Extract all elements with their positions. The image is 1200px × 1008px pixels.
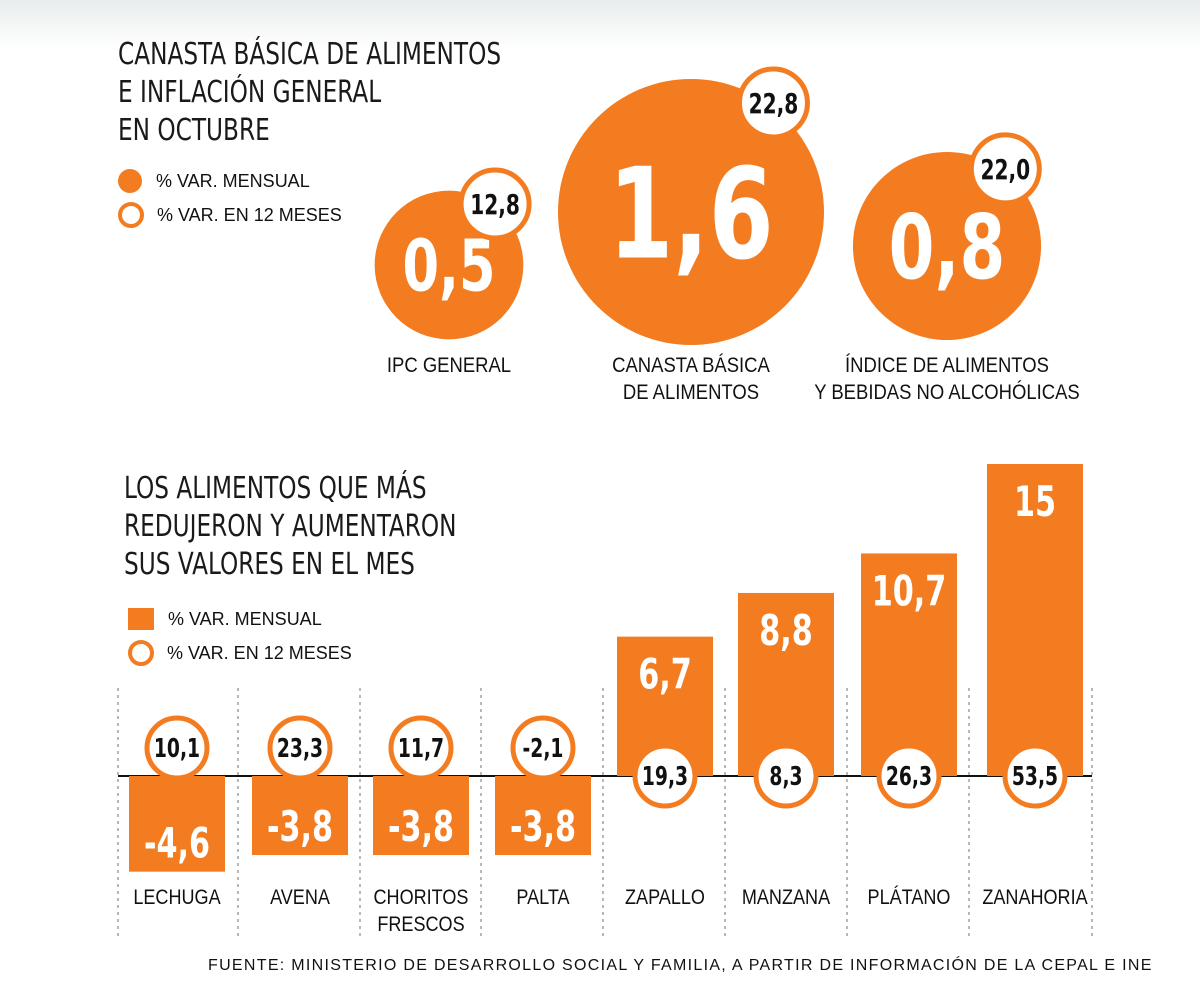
legend-item-monthly: % VAR. MENSUAL xyxy=(128,602,352,636)
bar-value-label: -3,8 xyxy=(510,802,576,851)
bar-value-label: -3,8 xyxy=(388,802,454,851)
bubble-value-label: 0,5 xyxy=(402,225,495,308)
bubble-value-label: 0,8 xyxy=(889,196,1006,299)
bar-annual-value: 10,1 xyxy=(154,734,200,764)
bar-category-label: LECHUGA xyxy=(133,886,221,910)
bubble-annual-ring xyxy=(736,66,810,140)
orange-dot-icon xyxy=(118,169,142,193)
circles-title: CANASTA BÁSICA DE ALIMENTOS E INFLACIÓN … xyxy=(118,36,501,150)
circles-title-line: E INFLACIÓN GENERAL xyxy=(118,75,382,110)
bar xyxy=(252,776,348,856)
bar-value-label: 10,7 xyxy=(872,566,947,615)
bar-category-label: ZANAHORIA xyxy=(982,886,1088,910)
bubble-annual-ring xyxy=(458,167,532,241)
bar-annual-ring xyxy=(753,743,819,809)
bar-annual-ring xyxy=(388,715,454,781)
bubble-annual-value: 12,8 xyxy=(470,188,520,221)
legend-label: % VAR. MENSUAL xyxy=(156,170,310,191)
bar xyxy=(373,776,469,856)
bar-value-label: 6,7 xyxy=(638,650,692,699)
bar-annual-ring xyxy=(632,743,698,809)
bar-category-label: ZAPALLO xyxy=(625,886,705,910)
bars-legend: % VAR. MENSUAL % VAR. EN 12 MESES xyxy=(128,602,352,670)
bar-category-label: FRESCOS xyxy=(377,913,464,937)
bar-annual-ring xyxy=(267,715,333,781)
orange-ring-icon xyxy=(128,640,154,666)
bar-annual-value: 11,7 xyxy=(398,734,444,764)
bar-annual-value: -2,1 xyxy=(523,734,564,764)
bubble-category-label: CANASTA BÁSICA xyxy=(612,353,770,377)
bubble-monthly xyxy=(558,79,824,345)
orange-square-icon xyxy=(128,608,154,630)
bar-value-label: 8,8 xyxy=(759,606,813,655)
legend-item-annual: % VAR. EN 12 MESES xyxy=(128,636,352,670)
bars-title-line: SUS VALORES EN EL MES xyxy=(124,547,415,582)
legend-label: % VAR. EN 12 MESES xyxy=(157,204,342,225)
bubble-category-label: IPC GENERAL xyxy=(387,354,511,377)
bar xyxy=(861,553,957,776)
bubble-annual-value: 22,8 xyxy=(749,87,799,120)
bar xyxy=(987,464,1083,776)
bar-annual-value: 26,3 xyxy=(886,762,932,792)
legend-label: % VAR. MENSUAL xyxy=(168,608,322,629)
bars-title: LOS ALIMENTOS QUE MÁS REDUJERON Y AUMENT… xyxy=(124,470,457,584)
bar-annual-ring xyxy=(144,715,210,781)
bar-category-label: PLÁTANO xyxy=(868,885,951,910)
bubble-category-label: DE ALIMENTOS xyxy=(623,381,759,404)
bubble-value-label: 1,6 xyxy=(608,141,773,288)
bar xyxy=(495,776,591,856)
legend-item-monthly: % VAR. MENSUAL xyxy=(118,164,342,198)
bar-annual-ring xyxy=(510,715,576,781)
bar-category-label: CHORITOS xyxy=(374,886,469,910)
bar-annual-value: 23,3 xyxy=(277,734,323,764)
bubble-annual-ring xyxy=(968,132,1042,206)
bar-category-label: AVENA xyxy=(270,886,331,910)
circles-title-line: EN OCTUBRE xyxy=(118,113,270,148)
circles-legend: % VAR. MENSUAL % VAR. EN 12 MESES xyxy=(118,164,342,232)
bar-annual-ring xyxy=(1002,743,1068,809)
legend-item-annual: % VAR. EN 12 MESES xyxy=(118,198,342,232)
bar-value-label: -3,8 xyxy=(267,802,333,851)
legend-label: % VAR. EN 12 MESES xyxy=(167,642,352,663)
bar-category-label: MANZANA xyxy=(742,886,831,910)
circles-title-line: CANASTA BÁSICA DE ALIMENTOS xyxy=(118,37,502,72)
bar-annual-ring xyxy=(876,743,942,809)
bar-value-label: -4,6 xyxy=(144,819,210,868)
bar-annual-value: 53,5 xyxy=(1012,762,1058,792)
bubble-category-label: Y BEBIDAS NO ALCOHÓLICAS xyxy=(814,380,1079,404)
bar-annual-value: 19,3 xyxy=(642,762,688,792)
bars-title-line: REDUJERON Y AUMENTARON xyxy=(124,509,457,544)
bar xyxy=(129,776,225,872)
bar-category-label: PALTA xyxy=(516,886,570,910)
bar-value-label: 15 xyxy=(1014,477,1056,526)
bubble-category-label: ÍNDICE DE ALIMENTOS xyxy=(845,353,1049,377)
orange-ring-icon xyxy=(118,202,144,228)
source-footer: FUENTE: MINISTERIO DE DESARROLLO SOCIAL … xyxy=(208,957,1153,974)
bubble-annual-value: 22,0 xyxy=(980,152,1030,185)
bar-annual-value: 8,3 xyxy=(769,762,802,792)
bars-title-line: LOS ALIMENTOS QUE MÁS xyxy=(124,471,427,506)
